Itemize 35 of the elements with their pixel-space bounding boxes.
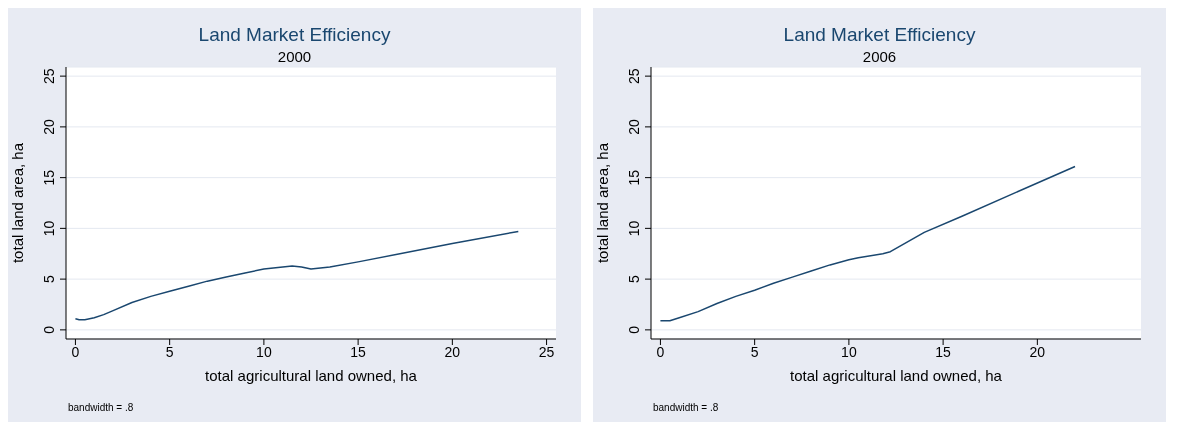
y-tick-label: 25 <box>41 68 57 84</box>
x-tick-label: 0 <box>656 343 665 360</box>
y-tick-label: 0 <box>41 325 57 334</box>
y-tick-label: 20 <box>626 118 642 135</box>
y-tick-label: 15 <box>626 169 642 186</box>
x-tick-label: 20 <box>1029 343 1046 360</box>
x-axis-title: total agricultural land owned, ha <box>205 367 418 384</box>
y-axis-title: total land area, ha <box>594 142 612 264</box>
x-tick-label: 10 <box>841 343 857 360</box>
x-axis-title: total agricultural land owned, ha <box>790 367 1003 384</box>
chart-subtitle: 2006 <box>861 48 898 65</box>
y-axis-title: total land area, ha <box>9 142 27 264</box>
y-tick-label: 25 <box>626 68 642 84</box>
x-tick-label: 0 <box>71 343 80 360</box>
x-tick-label: 5 <box>750 343 759 360</box>
line-series <box>659 165 1076 322</box>
y-tick-label: 15 <box>41 169 57 186</box>
x-tick-label: 15 <box>350 343 367 360</box>
y-tick-label: 20 <box>41 118 57 135</box>
text: bandwidth = .8 <box>68 402 134 413</box>
y-tick-label: 10 <box>626 220 642 237</box>
line-series <box>74 230 520 321</box>
chart-subtitle: 2000 <box>276 48 313 65</box>
y-tick-label: 5 <box>626 275 642 284</box>
text: bandwidth = .8 <box>653 402 719 413</box>
x-tick-label: 20 <box>444 343 461 360</box>
x-tick-label: 10 <box>256 343 272 360</box>
y-tick-label: 10 <box>41 220 57 237</box>
chart-title: Land Market Efficiency <box>782 23 977 46</box>
x-tick-label: 25 <box>538 343 555 360</box>
x-tick-label: 15 <box>935 343 952 360</box>
y-tick-label: 0 <box>626 325 642 334</box>
chart-title: Land Market Efficiency <box>197 23 392 46</box>
x-tick-label: 5 <box>165 343 174 360</box>
y-tick-label: 5 <box>41 275 57 284</box>
